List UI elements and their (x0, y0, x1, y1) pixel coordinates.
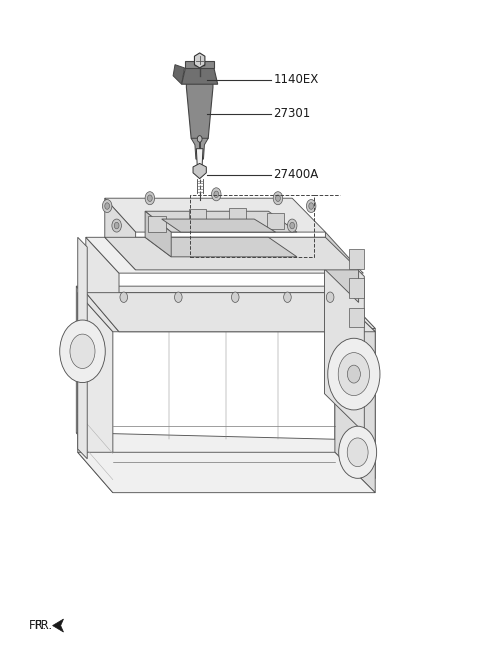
Polygon shape (162, 219, 276, 232)
Bar (267, 213, 284, 229)
Polygon shape (173, 64, 184, 84)
Text: 1140EX: 1140EX (273, 73, 318, 86)
Text: FR.: FR. (29, 619, 47, 632)
Circle shape (347, 438, 368, 466)
Polygon shape (191, 138, 208, 159)
Text: FR.: FR. (35, 619, 53, 632)
Circle shape (145, 192, 155, 205)
Circle shape (214, 191, 219, 198)
Circle shape (290, 222, 295, 229)
Polygon shape (78, 292, 113, 493)
Polygon shape (335, 292, 375, 493)
Polygon shape (325, 237, 363, 332)
Circle shape (70, 334, 95, 369)
Bar (349, 307, 364, 327)
Polygon shape (335, 286, 375, 478)
Polygon shape (181, 68, 218, 84)
Bar (229, 208, 246, 224)
Polygon shape (194, 53, 205, 68)
Polygon shape (53, 619, 63, 632)
Bar (349, 249, 364, 269)
Polygon shape (76, 286, 375, 328)
Circle shape (231, 292, 239, 302)
Circle shape (147, 195, 152, 202)
Text: 27301: 27301 (273, 107, 311, 120)
Circle shape (212, 188, 221, 201)
Circle shape (339, 426, 377, 478)
Polygon shape (145, 212, 171, 257)
Circle shape (276, 195, 280, 202)
Polygon shape (145, 237, 297, 257)
Circle shape (197, 136, 202, 142)
Circle shape (348, 365, 360, 383)
Polygon shape (186, 79, 213, 142)
Circle shape (175, 292, 182, 302)
Polygon shape (76, 286, 112, 478)
Polygon shape (105, 198, 325, 232)
Circle shape (60, 320, 105, 382)
Circle shape (284, 292, 291, 302)
Polygon shape (185, 61, 214, 68)
Bar (148, 215, 166, 232)
Polygon shape (105, 198, 136, 270)
Circle shape (102, 200, 112, 213)
Polygon shape (78, 237, 87, 459)
Circle shape (273, 192, 283, 205)
Bar (189, 210, 206, 225)
Polygon shape (105, 237, 359, 270)
Polygon shape (193, 164, 206, 179)
Circle shape (306, 200, 316, 213)
Circle shape (326, 292, 334, 302)
Text: 27400A: 27400A (273, 168, 318, 181)
Polygon shape (78, 452, 375, 493)
Circle shape (338, 353, 370, 396)
Circle shape (105, 203, 109, 210)
Polygon shape (145, 212, 297, 232)
Polygon shape (324, 237, 364, 433)
Polygon shape (76, 433, 375, 478)
Polygon shape (86, 237, 119, 332)
Circle shape (120, 292, 128, 302)
Circle shape (328, 338, 380, 410)
Bar (349, 279, 364, 298)
Circle shape (309, 203, 313, 210)
Circle shape (288, 219, 297, 232)
Polygon shape (86, 292, 363, 332)
Circle shape (114, 222, 119, 229)
Circle shape (112, 219, 121, 232)
Polygon shape (196, 148, 203, 167)
Polygon shape (86, 237, 363, 273)
Polygon shape (78, 292, 375, 332)
Polygon shape (325, 232, 359, 302)
